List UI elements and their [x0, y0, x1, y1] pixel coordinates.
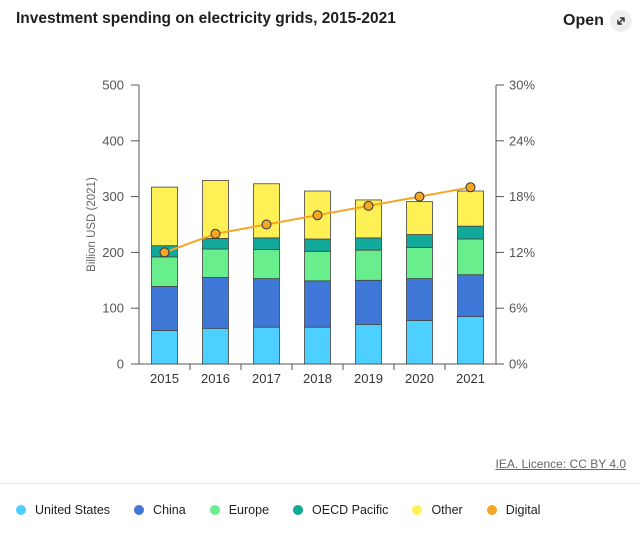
- line-point-digital: [261, 219, 272, 230]
- bar-segment-china: [253, 278, 280, 328]
- chart-title: Investment spending on electricity grids…: [16, 10, 396, 27]
- bar-segment-europe: [253, 249, 280, 280]
- line-point-digital: [414, 191, 425, 202]
- legend-swatch: [486, 505, 497, 515]
- open-button[interactable]: Open: [563, 10, 632, 32]
- y2-tick-label: 12%: [509, 245, 535, 260]
- x-tick-label: 2016: [201, 371, 230, 386]
- bar-segment-china: [457, 274, 484, 317]
- y-axis-title: Billion USD (2021): [86, 177, 98, 272]
- y2-tick-label: 6%: [509, 301, 528, 316]
- line-point-digital: [312, 210, 323, 221]
- bar-segment-europe: [355, 249, 382, 281]
- line-point-digital: [465, 182, 476, 193]
- y2-tick-label: 0%: [509, 357, 528, 372]
- bar-segment-united-states: [202, 327, 229, 365]
- bar-segment-europe: [304, 250, 331, 282]
- bar-segment-other: [151, 186, 178, 247]
- y-tick-label: 500: [102, 78, 124, 93]
- legend-swatch: [209, 505, 220, 515]
- legend-label: Europe: [228, 503, 270, 517]
- x-tick-label: 2019: [354, 371, 383, 386]
- x-tick-label: 2018: [303, 371, 332, 386]
- legend-item-china[interactable]: China: [134, 503, 186, 517]
- y2-tick-label: 18%: [509, 189, 535, 204]
- bar-segment-oecd-pacific: [406, 234, 433, 248]
- legend: United States China Europe OECD Pacific Othe…: [16, 503, 564, 517]
- open-label: Open: [563, 12, 604, 29]
- y-tick-label: 200: [102, 245, 124, 260]
- legend-item-other[interactable]: Other: [412, 503, 463, 517]
- y-tick-label: 300: [102, 189, 124, 204]
- line-point-digital: [210, 228, 221, 239]
- legend-item-united-states[interactable]: United States: [16, 503, 110, 517]
- bar-segment-europe: [457, 238, 484, 276]
- legend-label: OECD Pacific: [312, 503, 389, 517]
- legend-label: Other: [431, 503, 463, 517]
- legend-swatch: [16, 505, 26, 515]
- bar-segment-oecd-pacific: [202, 238, 229, 250]
- expand-icon: [609, 10, 632, 32]
- bar-segment-other: [457, 190, 484, 227]
- bar-segment-china: [355, 279, 382, 325]
- bar-segment-oecd-pacific: [253, 237, 280, 251]
- bar-segment-other: [202, 180, 229, 239]
- bar-segment-oecd-pacific: [355, 237, 382, 251]
- credit-link[interactable]: IEA. Licence: CC BY 4.0: [495, 457, 626, 471]
- bar-segment-united-states: [355, 323, 382, 365]
- legend-swatch: [134, 505, 145, 515]
- x-tick-label: 2015: [150, 371, 179, 386]
- bar-segment-china: [202, 277, 229, 329]
- bar-segment-united-states: [253, 326, 280, 365]
- bar-segment-china: [151, 286, 178, 331]
- bar-segment-oecd-pacific: [304, 238, 331, 252]
- bar-segment-europe: [406, 246, 433, 280]
- bar-segment-china: [406, 278, 433, 321]
- y-tick-label: 100: [102, 301, 124, 316]
- bar-segment-oecd-pacific: [457, 225, 484, 240]
- y-tick-label: 400: [102, 133, 124, 148]
- y-tick-label: 0: [117, 357, 124, 372]
- x-tick-label: 2021: [456, 371, 485, 386]
- legend-item-europe[interactable]: Europe: [209, 503, 270, 517]
- x-tick-label: 2017: [252, 371, 281, 386]
- legend-swatch: [293, 505, 304, 515]
- legend-item-digital[interactable]: Digital: [486, 503, 541, 517]
- bar-segment-united-states: [406, 320, 433, 365]
- bar-segment-other: [253, 183, 280, 239]
- bar-segment-united-states: [151, 330, 178, 365]
- bar-segment-china: [304, 280, 331, 328]
- legend-swatch: [412, 505, 423, 515]
- x-tick-label: 2020: [405, 371, 434, 386]
- y2-tick-label: 24%: [509, 133, 535, 148]
- y2-tick-label: 30%: [509, 78, 535, 93]
- bar-segment-other: [406, 201, 433, 235]
- stacked-bar-chart: 0 100 200 300 400 500 0% 6% 12% 18% 24% 30% Billion …: [86, 78, 535, 387]
- line-point-digital: [159, 247, 170, 258]
- legend-label: Digital: [505, 503, 541, 517]
- bar-segment-europe: [202, 248, 229, 278]
- line-point-digital: [363, 200, 374, 211]
- bar-segment-europe: [151, 256, 178, 287]
- legend-label: United States: [35, 503, 111, 517]
- legend-label: China: [153, 503, 186, 517]
- bar-segment-united-states: [304, 326, 331, 365]
- bar-segment-united-states: [457, 316, 484, 365]
- legend-divider: [0, 483, 640, 484]
- legend-item-oecd-pacific[interactable]: OECD Pacific: [293, 503, 388, 517]
